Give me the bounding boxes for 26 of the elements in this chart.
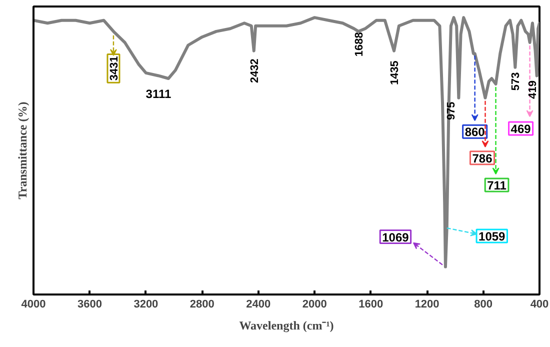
- x-tick-label: 2400: [246, 298, 271, 310]
- x-tick-label: 3600: [77, 298, 102, 310]
- x-tick-label: 400: [530, 298, 549, 310]
- annotation: 2432: [248, 58, 261, 84]
- annotation: 3431: [108, 56, 120, 81]
- x-tick-label: 2000: [302, 298, 327, 310]
- x-tick-label: 1200: [414, 298, 440, 310]
- annotation: 1688: [353, 32, 366, 57]
- annotation: 860: [464, 125, 486, 140]
- annotation: 711: [487, 178, 507, 193]
- x-tick-label: 800: [474, 298, 492, 310]
- annotation: 3111: [146, 87, 172, 102]
- annotation: 573: [510, 72, 522, 91]
- annotation: 469: [510, 122, 532, 136]
- annotation: 1435: [389, 60, 402, 86]
- x-tick-label: 4000: [21, 298, 46, 310]
- annotation: 975: [446, 102, 458, 120]
- x-axis-title: Wavelength (cm⁻¹): [239, 318, 334, 332]
- annotation: 786: [472, 151, 493, 166]
- annotation: 1059: [478, 230, 506, 244]
- x-tick-label: 1600: [358, 298, 384, 310]
- annotation: 1069: [382, 230, 410, 244]
- annotation: 419: [526, 80, 539, 99]
- y-axis-title: Transmittance (%): [16, 102, 30, 200]
- x-tick-label: 3200: [134, 298, 158, 310]
- x-tick-label: 2800: [190, 298, 214, 310]
